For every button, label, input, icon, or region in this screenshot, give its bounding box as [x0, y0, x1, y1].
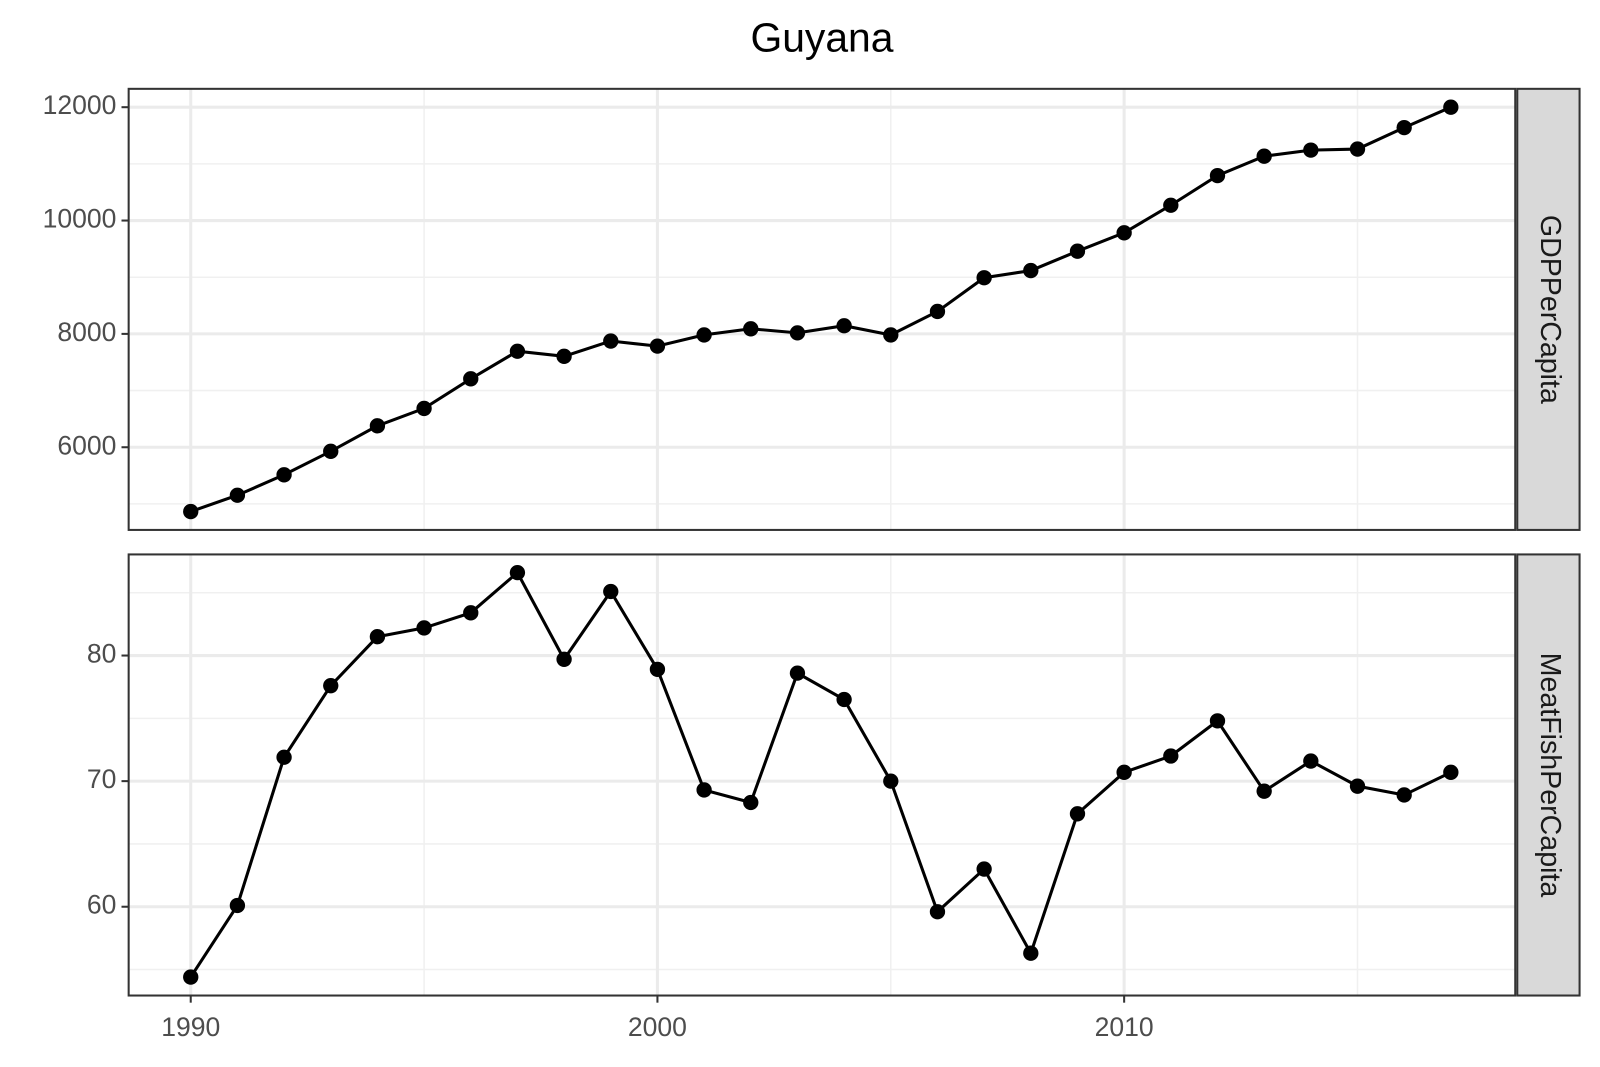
strip-label: MeatFishPerCapita — [1534, 653, 1566, 898]
point — [883, 327, 899, 343]
point — [463, 371, 479, 387]
point — [649, 338, 666, 354]
point — [649, 661, 666, 678]
point — [603, 333, 619, 349]
panel-border — [127, 87, 1517, 531]
point — [1163, 748, 1179, 764]
point — [369, 418, 386, 434]
point — [743, 794, 759, 811]
x-tick-label: 2000 — [628, 1012, 687, 1042]
point — [1069, 806, 1086, 822]
point — [509, 564, 526, 581]
y-tick-label: 70 — [87, 764, 117, 794]
point — [1303, 753, 1319, 769]
point — [1209, 167, 1226, 184]
point — [1443, 764, 1459, 780]
point — [1023, 945, 1039, 961]
point — [929, 904, 946, 920]
point — [976, 861, 992, 877]
y-tick-label: 12000 — [43, 90, 117, 120]
point — [556, 348, 572, 364]
point — [229, 897, 246, 914]
line — [190, 105, 1452, 514]
y-tick-label: 60 — [87, 890, 117, 920]
point — [789, 325, 806, 341]
point — [929, 303, 946, 320]
chart-title: Guyana — [750, 15, 893, 61]
strip — [1516, 87, 1581, 531]
point — [463, 605, 479, 621]
point — [323, 678, 339, 694]
point — [416, 400, 432, 417]
point — [1116, 225, 1132, 241]
point — [1069, 243, 1086, 259]
point — [603, 583, 619, 600]
point — [1303, 142, 1319, 158]
point — [1209, 713, 1226, 729]
point — [276, 749, 292, 765]
point — [556, 651, 572, 667]
panel-background — [128, 88, 1516, 530]
point — [323, 443, 339, 459]
panel-background — [128, 554, 1516, 996]
y-tick-label: 6000 — [57, 430, 116, 460]
point — [1116, 764, 1132, 780]
y-tick-label: 8000 — [57, 317, 116, 347]
panel-border — [127, 553, 1517, 997]
panel: 60 70 80 1990 2000 2010 MeatFishPerCapita — [87, 553, 1581, 1042]
point — [1349, 778, 1366, 794]
point — [1256, 783, 1272, 799]
point — [183, 969, 199, 985]
point — [276, 467, 292, 483]
point — [976, 270, 992, 286]
point — [836, 691, 852, 708]
point — [369, 629, 386, 645]
x-tick-label: 1990 — [161, 1012, 220, 1042]
strip-label: GDPPerCapita — [1534, 215, 1566, 404]
point — [883, 773, 899, 789]
point — [1396, 787, 1412, 803]
x-tick-label: 2010 — [1095, 1012, 1154, 1042]
point — [509, 343, 526, 359]
point — [1256, 148, 1272, 164]
y-tick-label: 10000 — [43, 204, 117, 234]
point — [1349, 141, 1366, 157]
point — [696, 327, 712, 343]
point — [789, 665, 806, 681]
point — [229, 487, 246, 503]
point — [696, 782, 712, 798]
point — [1443, 99, 1459, 115]
y-tick-label: 80 — [87, 639, 117, 669]
point — [1396, 119, 1412, 136]
point — [836, 318, 852, 334]
point — [1163, 197, 1179, 213]
line — [189, 570, 1452, 978]
panel: 6000 8000 10000 12000 GDPPerCapita — [43, 87, 1581, 531]
point — [1023, 262, 1039, 279]
point — [416, 620, 432, 636]
strip — [1516, 553, 1581, 997]
point — [183, 503, 199, 520]
point — [743, 321, 759, 337]
